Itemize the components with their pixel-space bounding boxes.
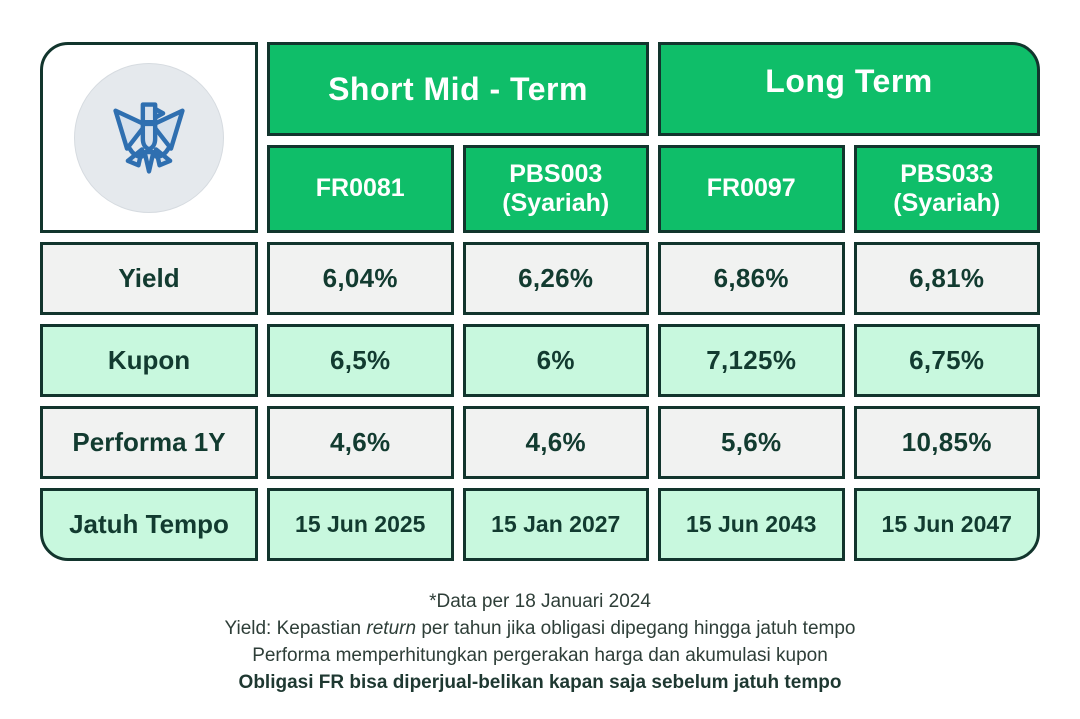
cell-performa-fr0097: 5,6%: [658, 406, 845, 479]
row-label-kupon: Kupon: [40, 324, 258, 397]
cell-jatuh-tempo-pbs033: 15 Jun 2047: [853, 488, 1040, 561]
cell-yield-pbs003: 6,26%: [462, 242, 649, 315]
group-header-long-term: Long Term: [658, 42, 1040, 136]
row-label-jatuh-tempo: Jatuh Tempo: [40, 488, 258, 561]
footnote-performa-definition: Performa memperhitungkan pergerakan harg…: [252, 645, 828, 666]
bond-header-fr0081: FR0081: [267, 145, 454, 233]
bond-header-pbs033: PBS033 (Syariah): [853, 145, 1040, 233]
bond-table: Short Mid - Term Long Term FR0081 PBS003…: [40, 42, 1040, 561]
footnote-yield-definition: Yield: Kepastian return per tahun jika o…: [224, 618, 856, 639]
footnote-data-date: *Data per 18 Januari 2024: [429, 591, 651, 612]
footnote-italic-return: return: [366, 618, 417, 639]
cell-yield-pbs033: 6,81%: [853, 242, 1040, 315]
bond-header-pbs003: PBS003 (Syariah): [462, 145, 649, 233]
cell-kupon-fr0097: 7,125%: [658, 324, 845, 397]
logo-cell: [40, 42, 258, 233]
cell-kupon-pbs033: 6,75%: [853, 324, 1040, 397]
footnotes: *Data per 18 Januari 2024 Yield: Kepasti…: [0, 588, 1080, 696]
cell-performa-fr0081: 4,6%: [267, 406, 454, 479]
cell-kupon-pbs003: 6%: [462, 324, 649, 397]
bond-header-fr0097: FR0097: [658, 145, 845, 233]
logo-circle: [74, 62, 224, 213]
cell-yield-fr0097: 6,86%: [658, 242, 845, 315]
row-label-yield: Yield: [40, 242, 258, 315]
cell-jatuh-tempo-pbs003: 15 Jan 2027: [462, 488, 649, 561]
garuda-bird-icon: [113, 101, 185, 174]
cell-jatuh-tempo-fr0097: 15 Jun 2043: [658, 488, 845, 561]
cell-yield-fr0081: 6,04%: [267, 242, 454, 315]
cell-performa-pbs033: 10,85%: [853, 406, 1040, 479]
footnote-fr-tradable: Obligasi FR bisa diperjual-belikan kapan…: [238, 672, 842, 693]
cell-jatuh-tempo-fr0081: 15 Jun 2025: [267, 488, 454, 561]
row-label-performa-1y: Performa 1Y: [40, 406, 258, 479]
group-header-short-mid-term: Short Mid - Term: [267, 42, 649, 136]
cell-kupon-fr0081: 6,5%: [267, 324, 454, 397]
cell-performa-pbs003: 4,6%: [462, 406, 649, 479]
